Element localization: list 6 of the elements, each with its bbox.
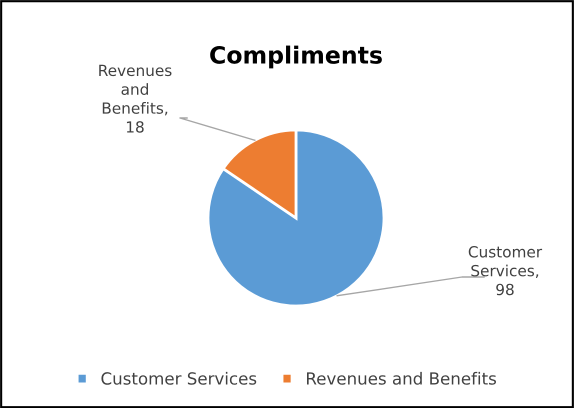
data-label: Revenues and Benefits, 18 <box>99 64 172 133</box>
legend-label: Customer Services <box>101 372 256 385</box>
chart-title: Compliments <box>210 46 382 68</box>
legend-label: Revenues and Benefits <box>307 372 496 385</box>
pie-slice <box>206 128 386 308</box>
data-label: Customer Services, 98 <box>468 246 542 296</box>
